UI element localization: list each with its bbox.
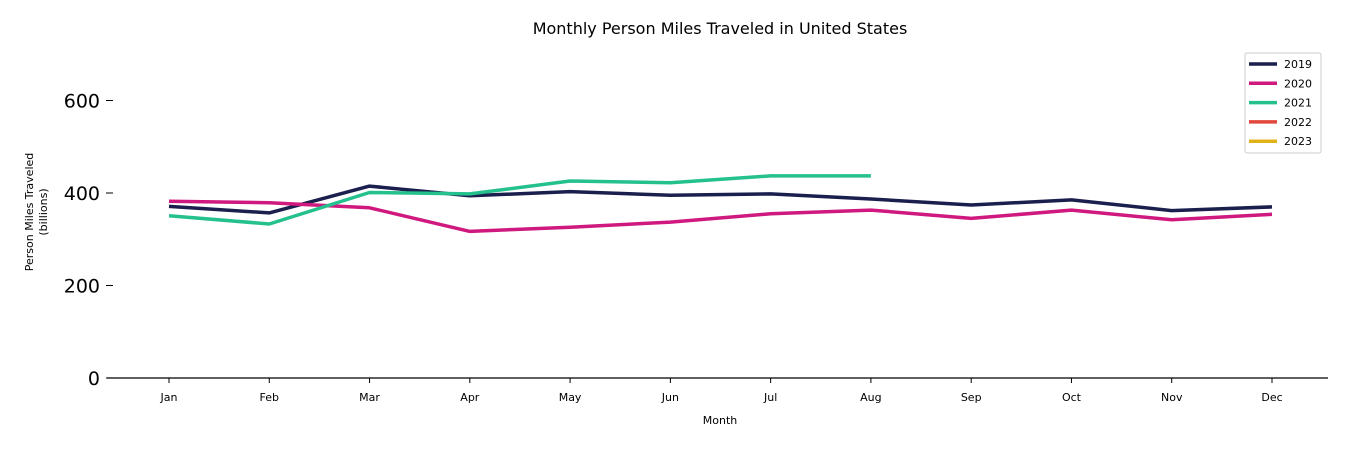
y-axis-label-line-1: Person Miles Traveled — [23, 153, 36, 272]
legend: 2019 2020 2021 2022 2023 — [1244, 52, 1322, 154]
y-tick-label-200: 200 — [64, 276, 100, 298]
y-tick-label-0: 0 — [88, 368, 100, 390]
legend-label-2020: 2020 — [1284, 77, 1312, 90]
x-tick-label-dec: Dec — [1261, 391, 1282, 404]
x-tick-label-jun: Jun — [661, 391, 679, 404]
legend-box — [1244, 52, 1322, 154]
legend-label-2022: 2022 — [1284, 116, 1312, 129]
series-lines — [168, 174, 1273, 234]
legend-label-2021: 2021 — [1284, 97, 1312, 110]
x-tick-label-jul: Jul — [763, 391, 777, 404]
y-axis-label-line-2: (billions) — [37, 188, 50, 235]
y-axis: 0 200 400 600 — [64, 91, 113, 390]
series-line-2019 — [168, 184, 1273, 215]
x-tick-label-jan: Jan — [160, 391, 178, 404]
x-tick-label-aug: Aug — [860, 391, 881, 404]
x-tick-label-oct: Oct — [1062, 391, 1082, 404]
x-tick-label-feb: Feb — [260, 391, 279, 404]
series-line-2021 — [168, 174, 871, 226]
chart-title: Monthly Person Miles Traveled in United … — [533, 19, 908, 38]
y-tick-label-400: 400 — [64, 183, 100, 205]
x-axis-label: Month — [703, 414, 738, 427]
x-tick-label-may: May — [559, 391, 582, 404]
series-line-2020 — [168, 199, 1273, 234]
legend-label-2019: 2019 — [1284, 58, 1312, 71]
legend-label-2023: 2023 — [1284, 135, 1312, 148]
y-tick-label-600: 600 — [64, 91, 100, 113]
x-axis: Jan Feb Mar Apr May Jun Jul Aug Sep Oct Nov Dec — [107, 377, 1328, 404]
x-tick-label-apr: Apr — [460, 391, 480, 404]
x-tick-label-mar: Mar — [359, 391, 380, 404]
x-tick-label-sep: Sep — [961, 391, 982, 404]
x-tick-label-nov: Nov — [1161, 391, 1183, 404]
